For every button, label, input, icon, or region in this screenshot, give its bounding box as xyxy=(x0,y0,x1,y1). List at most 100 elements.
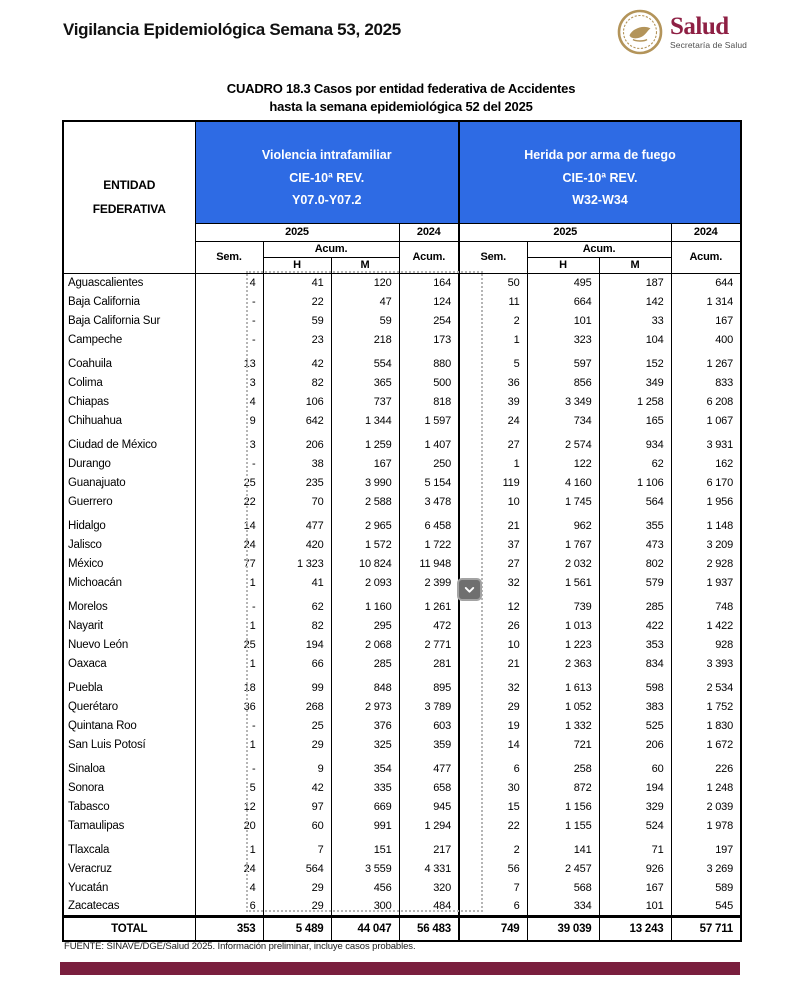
value-cell: 400 xyxy=(670,330,742,349)
value-cell: 5 xyxy=(194,778,264,797)
table-row: Nuevo León 25 194 2 068 2 771 10 1 223 353 928 xyxy=(62,635,742,654)
value-cell: 472 xyxy=(398,616,460,635)
value-cell: 325 xyxy=(330,735,400,754)
value-cell: 2 068 xyxy=(330,635,400,654)
table-row: Hidalgo 14 477 2 965 6 458 21 962 355 1 148 xyxy=(62,511,742,535)
value-cell: 39 xyxy=(458,392,528,411)
table-row: México 77 1 323 10 824 11 948 27 2 032 802 2 928 xyxy=(62,554,742,573)
value-cell: 2 574 xyxy=(526,430,600,454)
value-cell: 334 xyxy=(526,897,600,916)
table-row: Jalisco 24 420 1 572 1 722 37 1 767 473 3 209 xyxy=(62,535,742,554)
value-cell: 62 xyxy=(598,454,672,473)
value-cell: 9 xyxy=(262,754,332,778)
accent-bar xyxy=(60,962,740,975)
value-cell: 355 xyxy=(598,511,672,535)
value-cell: 991 xyxy=(330,816,400,835)
entity-name: Sinaloa xyxy=(62,754,196,778)
value-cell: 27 xyxy=(458,430,528,454)
value-cell: 4 160 xyxy=(526,473,600,492)
value-cell: 2 973 xyxy=(330,697,400,716)
value-cell: - xyxy=(194,292,264,311)
table-row: Coahuila 13 42 554 880 5 597 152 1 267 xyxy=(62,349,742,373)
m-header: M xyxy=(330,256,400,274)
value-cell: 598 xyxy=(598,673,672,697)
value-cell: 141 xyxy=(526,835,600,859)
entity-name: Campeche xyxy=(62,330,196,349)
value-cell: 18 xyxy=(194,673,264,697)
value-cell: 545 xyxy=(670,897,742,916)
value-cell: 737 xyxy=(330,392,400,411)
entity-name: San Luis Potosí xyxy=(62,735,196,754)
total-value-cell: 56 483 xyxy=(398,914,460,942)
table-row: Tlaxcala 1 7 151 217 2 141 71 197 xyxy=(62,835,742,859)
value-cell: 106 xyxy=(262,392,332,411)
value-cell: 32 xyxy=(458,673,528,697)
logo-subtitle: Secretaría de Salud xyxy=(669,40,747,51)
value-cell: 14 xyxy=(194,511,264,535)
value-cell: 119 xyxy=(458,473,528,492)
value-cell: - xyxy=(194,454,264,473)
value-cell: 1 xyxy=(194,735,264,754)
value-cell: 383 xyxy=(598,697,672,716)
entity-name: Guanajuato xyxy=(62,473,196,492)
value-cell: 3 559 xyxy=(330,859,400,878)
value-cell: - xyxy=(194,716,264,735)
value-cell: 895 xyxy=(398,673,460,697)
value-cell: 50 xyxy=(458,273,528,292)
value-cell: 2 457 xyxy=(526,859,600,878)
value-cell: 29 xyxy=(262,897,332,916)
value-cell: 856 xyxy=(526,373,600,392)
total-value-cell: 39 039 xyxy=(526,914,600,942)
value-cell: 165 xyxy=(598,411,672,430)
logo-wordmark: Salud xyxy=(669,13,729,41)
value-cell: 872 xyxy=(526,778,600,797)
value-cell: 285 xyxy=(598,592,672,616)
value-cell: 748 xyxy=(670,592,742,616)
value-cell: 21 xyxy=(458,654,528,673)
total-value-cell: 44 047 xyxy=(330,914,400,942)
table-row: Ciudad de México 3 206 1 259 1 407 27 2 574 934… xyxy=(62,430,742,454)
value-cell: 10 824 xyxy=(330,554,400,573)
value-cell: - xyxy=(194,330,264,349)
value-cell: 1 148 xyxy=(670,511,742,535)
scroll-down-button[interactable] xyxy=(457,578,482,601)
value-cell: 101 xyxy=(598,897,672,916)
value-cell: 349 xyxy=(598,373,672,392)
value-cell: 1 248 xyxy=(670,778,742,797)
entity-name: Hidalgo xyxy=(62,511,196,535)
value-cell: 101 xyxy=(526,311,600,330)
value-cell: 25 xyxy=(262,716,332,735)
value-cell: 82 xyxy=(262,373,332,392)
table-row: Baja California Sur -59 59 254 2 101 33 167 xyxy=(62,311,742,330)
value-cell: 1 752 xyxy=(670,697,742,716)
value-cell: 206 xyxy=(598,735,672,754)
gobierno-seal-icon xyxy=(617,9,663,55)
entity-name: Michoacán xyxy=(62,573,196,592)
table-row: Colima 3 82 365 500 36 856 349 833 xyxy=(62,373,742,392)
value-cell: 1 722 xyxy=(398,535,460,554)
value-cell: 22 xyxy=(458,816,528,835)
value-cell: 41 xyxy=(262,573,332,592)
value-cell: 1 261 xyxy=(398,592,460,616)
year-header: 2024 xyxy=(670,222,742,242)
value-cell: 3 931 xyxy=(670,430,742,454)
value-cell: 6 170 xyxy=(670,473,742,492)
section-header-arma-fuego: Herida por arma de fuego CIE-10ª REV. W3… xyxy=(458,120,742,224)
value-cell: 47 xyxy=(330,292,400,311)
value-cell: 4 xyxy=(194,392,264,411)
value-cell: 1 572 xyxy=(330,535,400,554)
value-cell: 1 344 xyxy=(330,411,400,430)
value-cell: 734 xyxy=(526,411,600,430)
entity-name: Chihuahua xyxy=(62,411,196,430)
value-cell: 928 xyxy=(670,635,742,654)
table-row: Tamaulipas 20 60 991 1 294 22 1 155 524 1 978 xyxy=(62,816,742,835)
value-cell: 194 xyxy=(598,778,672,797)
value-cell: - xyxy=(194,592,264,616)
value-cell: 268 xyxy=(262,697,332,716)
table-row: Aguascalientes 4 41 120 164 50 495 187 644 xyxy=(62,273,742,292)
value-cell: 1 xyxy=(194,835,264,859)
entity-name: Colima xyxy=(62,373,196,392)
value-cell: 56 xyxy=(458,859,528,878)
value-cell: 833 xyxy=(670,373,742,392)
value-cell: 167 xyxy=(598,878,672,897)
